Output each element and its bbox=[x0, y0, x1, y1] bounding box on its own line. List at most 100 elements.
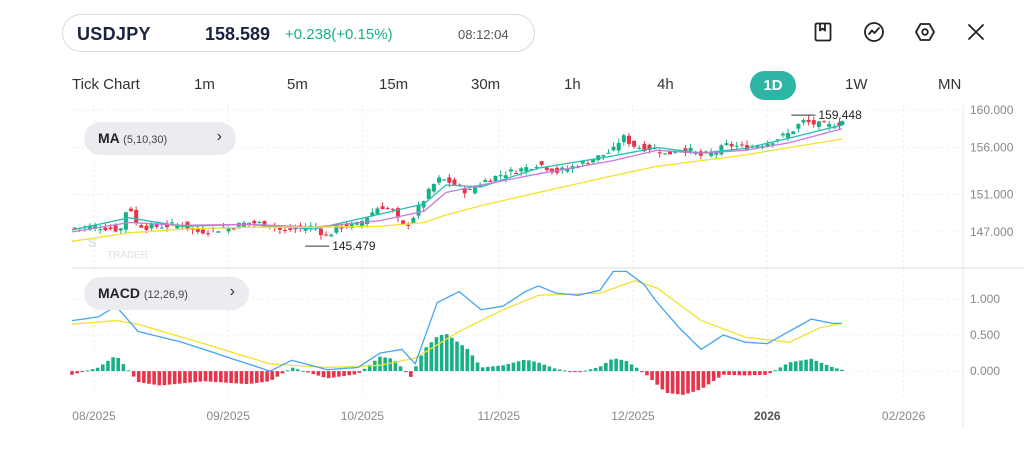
macd-hist-bar bbox=[136, 371, 141, 383]
macd-hist-bar bbox=[275, 371, 280, 377]
macd-hist-bar bbox=[557, 369, 562, 372]
candle-body bbox=[293, 228, 298, 230]
macd-hist-bar bbox=[660, 371, 665, 390]
x-tick-label: 02/2026 bbox=[882, 409, 926, 423]
candle-body bbox=[236, 222, 241, 229]
macd-hist-bar bbox=[95, 367, 100, 372]
candle-body bbox=[334, 224, 339, 233]
candle-body bbox=[380, 206, 385, 210]
macd-hist-bar bbox=[537, 362, 541, 372]
macd-hist-bar bbox=[347, 371, 351, 376]
candle-body bbox=[103, 227, 108, 231]
symbol-name: USDJPY bbox=[77, 24, 151, 44]
signal-line bbox=[71, 280, 843, 369]
candle-body bbox=[642, 143, 647, 151]
candle-body bbox=[827, 123, 832, 127]
macd-hist-bar bbox=[752, 371, 757, 376]
macd-hist-bar bbox=[799, 360, 803, 372]
candle-body bbox=[565, 168, 570, 172]
candle-body bbox=[621, 135, 626, 143]
macd-hist-bar bbox=[311, 371, 316, 375]
macd-hist-bar bbox=[829, 366, 834, 372]
macd-hist-bar bbox=[316, 371, 321, 376]
bookmark-icon[interactable] bbox=[811, 20, 835, 44]
macd-tick-label: 1.000 bbox=[970, 292, 1000, 306]
candle-body bbox=[765, 143, 770, 147]
high-marker-label: 159.448 bbox=[818, 108, 862, 122]
candle-body bbox=[647, 144, 652, 151]
close-icon[interactable] bbox=[964, 20, 988, 44]
macd-hist-bar bbox=[301, 370, 305, 372]
tf-tick-chart[interactable]: Tick Chart bbox=[72, 76, 140, 93]
candle-body bbox=[837, 122, 842, 127]
macd-hist-bar bbox=[819, 362, 824, 372]
macd-hist-bar bbox=[486, 366, 490, 372]
tf-4h[interactable]: 4h bbox=[657, 76, 674, 93]
candle-body bbox=[539, 161, 544, 165]
candle-body bbox=[626, 135, 631, 144]
macd-hist-bar bbox=[655, 371, 659, 385]
macd-hist-bar bbox=[763, 371, 767, 375]
tf-1m[interactable]: 1m bbox=[194, 76, 215, 93]
candle-body bbox=[324, 234, 329, 236]
macd-hist-bar bbox=[393, 361, 398, 372]
macd-hist-bar bbox=[768, 371, 772, 374]
candle-body bbox=[657, 152, 662, 154]
tf-15m[interactable]: 15m bbox=[379, 76, 409, 93]
macd-hist-bar bbox=[650, 371, 654, 380]
macd-hist-bar bbox=[111, 357, 115, 372]
candle-body bbox=[611, 146, 616, 151]
ma-indicator-pill[interactable]: MA (5,10,30) › bbox=[84, 122, 236, 155]
tf-30m[interactable]: 30m bbox=[471, 76, 501, 93]
macd-indicator-pill[interactable]: MACD (12,26,9) › bbox=[84, 277, 249, 310]
macd-hist-bar bbox=[219, 371, 223, 383]
macd-hist-bar bbox=[126, 370, 131, 372]
macd-hist-bar bbox=[101, 364, 105, 372]
macd-hist-bar bbox=[255, 371, 259, 383]
macd-hist-bar bbox=[70, 371, 74, 375]
candle-body bbox=[426, 188, 431, 199]
macd-hist-bar bbox=[444, 334, 449, 372]
candle-body bbox=[154, 224, 159, 227]
tf-mn[interactable]: MN bbox=[938, 76, 962, 93]
candle-body bbox=[514, 173, 519, 175]
candle-body bbox=[534, 166, 539, 168]
macd-hist-bar bbox=[732, 371, 736, 376]
tf-1d[interactable]: 1D bbox=[750, 71, 796, 100]
macd-hist-bar bbox=[542, 364, 547, 372]
candle-body bbox=[134, 210, 139, 223]
x-tick-label: 10/2025 bbox=[341, 409, 385, 423]
macd-hist-bar bbox=[501, 365, 505, 372]
candle-body bbox=[206, 233, 211, 235]
tf-1w[interactable]: 1W bbox=[845, 76, 868, 93]
candle-body bbox=[283, 230, 288, 232]
settings-icon[interactable] bbox=[913, 20, 937, 44]
candle-body bbox=[591, 159, 596, 163]
candle-body bbox=[200, 229, 205, 234]
candle-body bbox=[585, 163, 590, 165]
macd-hist-bar bbox=[178, 371, 182, 384]
macd-hist-bar bbox=[583, 370, 588, 372]
candle-body bbox=[596, 155, 601, 161]
macd-hist-bar bbox=[208, 371, 213, 382]
watermark-text-1: S bbox=[88, 235, 97, 250]
macd-hist-bar bbox=[598, 366, 603, 372]
macd-hist-bar bbox=[296, 369, 300, 372]
macd-hist-bar bbox=[378, 356, 382, 372]
macd-hist-bar bbox=[290, 367, 295, 372]
candle-body bbox=[247, 222, 252, 225]
tf-1h[interactable]: 1h bbox=[564, 76, 581, 93]
trend-icon[interactable] bbox=[862, 20, 886, 44]
macd-hist-bar bbox=[306, 371, 310, 373]
candle-body bbox=[118, 228, 123, 231]
candle-body bbox=[72, 227, 77, 229]
macd-hist-bar bbox=[142, 371, 146, 383]
candle-body bbox=[452, 179, 457, 185]
candle-body bbox=[93, 225, 98, 229]
symbol-price-bar[interactable]: USDJPY 158.589 +0.238(+0.15%) 08:12:04 bbox=[62, 14, 535, 52]
tf-5m[interactable]: 5m bbox=[287, 76, 308, 93]
macd-hist-bar bbox=[224, 371, 228, 383]
macd-hist-bar bbox=[640, 371, 644, 373]
macd-hist-bar bbox=[260, 371, 264, 383]
